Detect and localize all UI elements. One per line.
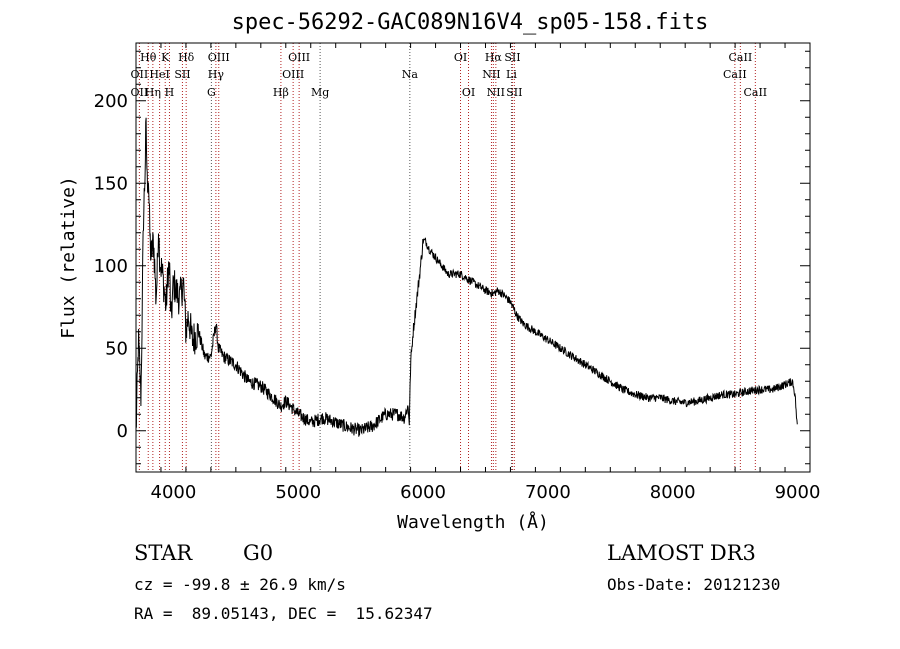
line-annotation: Hα <box>485 51 503 64</box>
x-tick-label: 8000 <box>650 482 696 503</box>
object-subclass: G0 <box>243 541 274 565</box>
y-tick-label: 0 <box>117 421 128 442</box>
line-annotation: OIII <box>288 51 310 64</box>
redshift-velocity: cz = -99.8 ± 26.9 km/s <box>134 575 346 594</box>
line-annotation: SII <box>174 68 190 81</box>
line-annotation: CaII <box>729 51 753 64</box>
plot-frame <box>135 42 811 473</box>
line-annotation: OIII <box>208 51 230 64</box>
line-annotation: CaII <box>743 86 767 99</box>
line-annotation: Hδ <box>178 51 195 64</box>
survey-label: LAMOST DR3 <box>607 541 756 565</box>
line-annotation: Na <box>402 68 419 81</box>
line-annotation: H <box>165 86 175 99</box>
line-annotation: Hη <box>145 86 161 99</box>
line-annotation: OII <box>131 68 149 81</box>
line-annotation: Hγ <box>208 68 225 81</box>
line-annotation: NII <box>487 86 505 99</box>
line-annotation: OIII <box>282 68 304 81</box>
line-annotation: SII <box>506 86 522 99</box>
line-annotation: OI <box>462 86 475 99</box>
line-annotation: Hθ <box>140 51 157 64</box>
line-annotation: OII <box>131 86 149 99</box>
y-tick-label: 100 <box>94 256 128 277</box>
line-annotation: OI <box>454 51 467 64</box>
line-annotation: SII <box>504 51 520 64</box>
chart-title: spec-56292-GAC089N16V4_sp05-158.fits <box>231 10 709 35</box>
line-annotation: NII <box>482 68 500 81</box>
y-axis-label: Flux (relative) <box>58 176 79 339</box>
object-class: STAR <box>134 541 193 565</box>
line-annotation: Li <box>506 68 517 81</box>
x-tick-label: 6000 <box>400 482 446 503</box>
x-tick-label: 5000 <box>275 482 321 503</box>
line-annotation: G <box>207 86 216 99</box>
x-tick-label: 7000 <box>525 482 571 503</box>
x-tick-label: 4000 <box>151 482 197 503</box>
line-annotation: Mg <box>311 86 329 99</box>
coordinates: RA = 89.05143, DEC = 15.62347 <box>134 604 433 623</box>
y-tick-label: 200 <box>94 91 128 112</box>
observation-date: Obs-Date: 20121230 <box>607 575 781 594</box>
line-annotation: HeI <box>149 68 169 81</box>
line-annotation: K <box>161 51 170 64</box>
x-tick-label: 9000 <box>775 482 821 503</box>
y-tick-label: 50 <box>105 338 128 359</box>
y-tick-label: 150 <box>94 173 128 194</box>
line-annotation: Hβ <box>273 86 289 99</box>
x-axis-label: Wavelength (Å) <box>397 511 549 533</box>
spectrum-line <box>135 117 798 437</box>
line-annotation: CaII <box>723 68 747 81</box>
